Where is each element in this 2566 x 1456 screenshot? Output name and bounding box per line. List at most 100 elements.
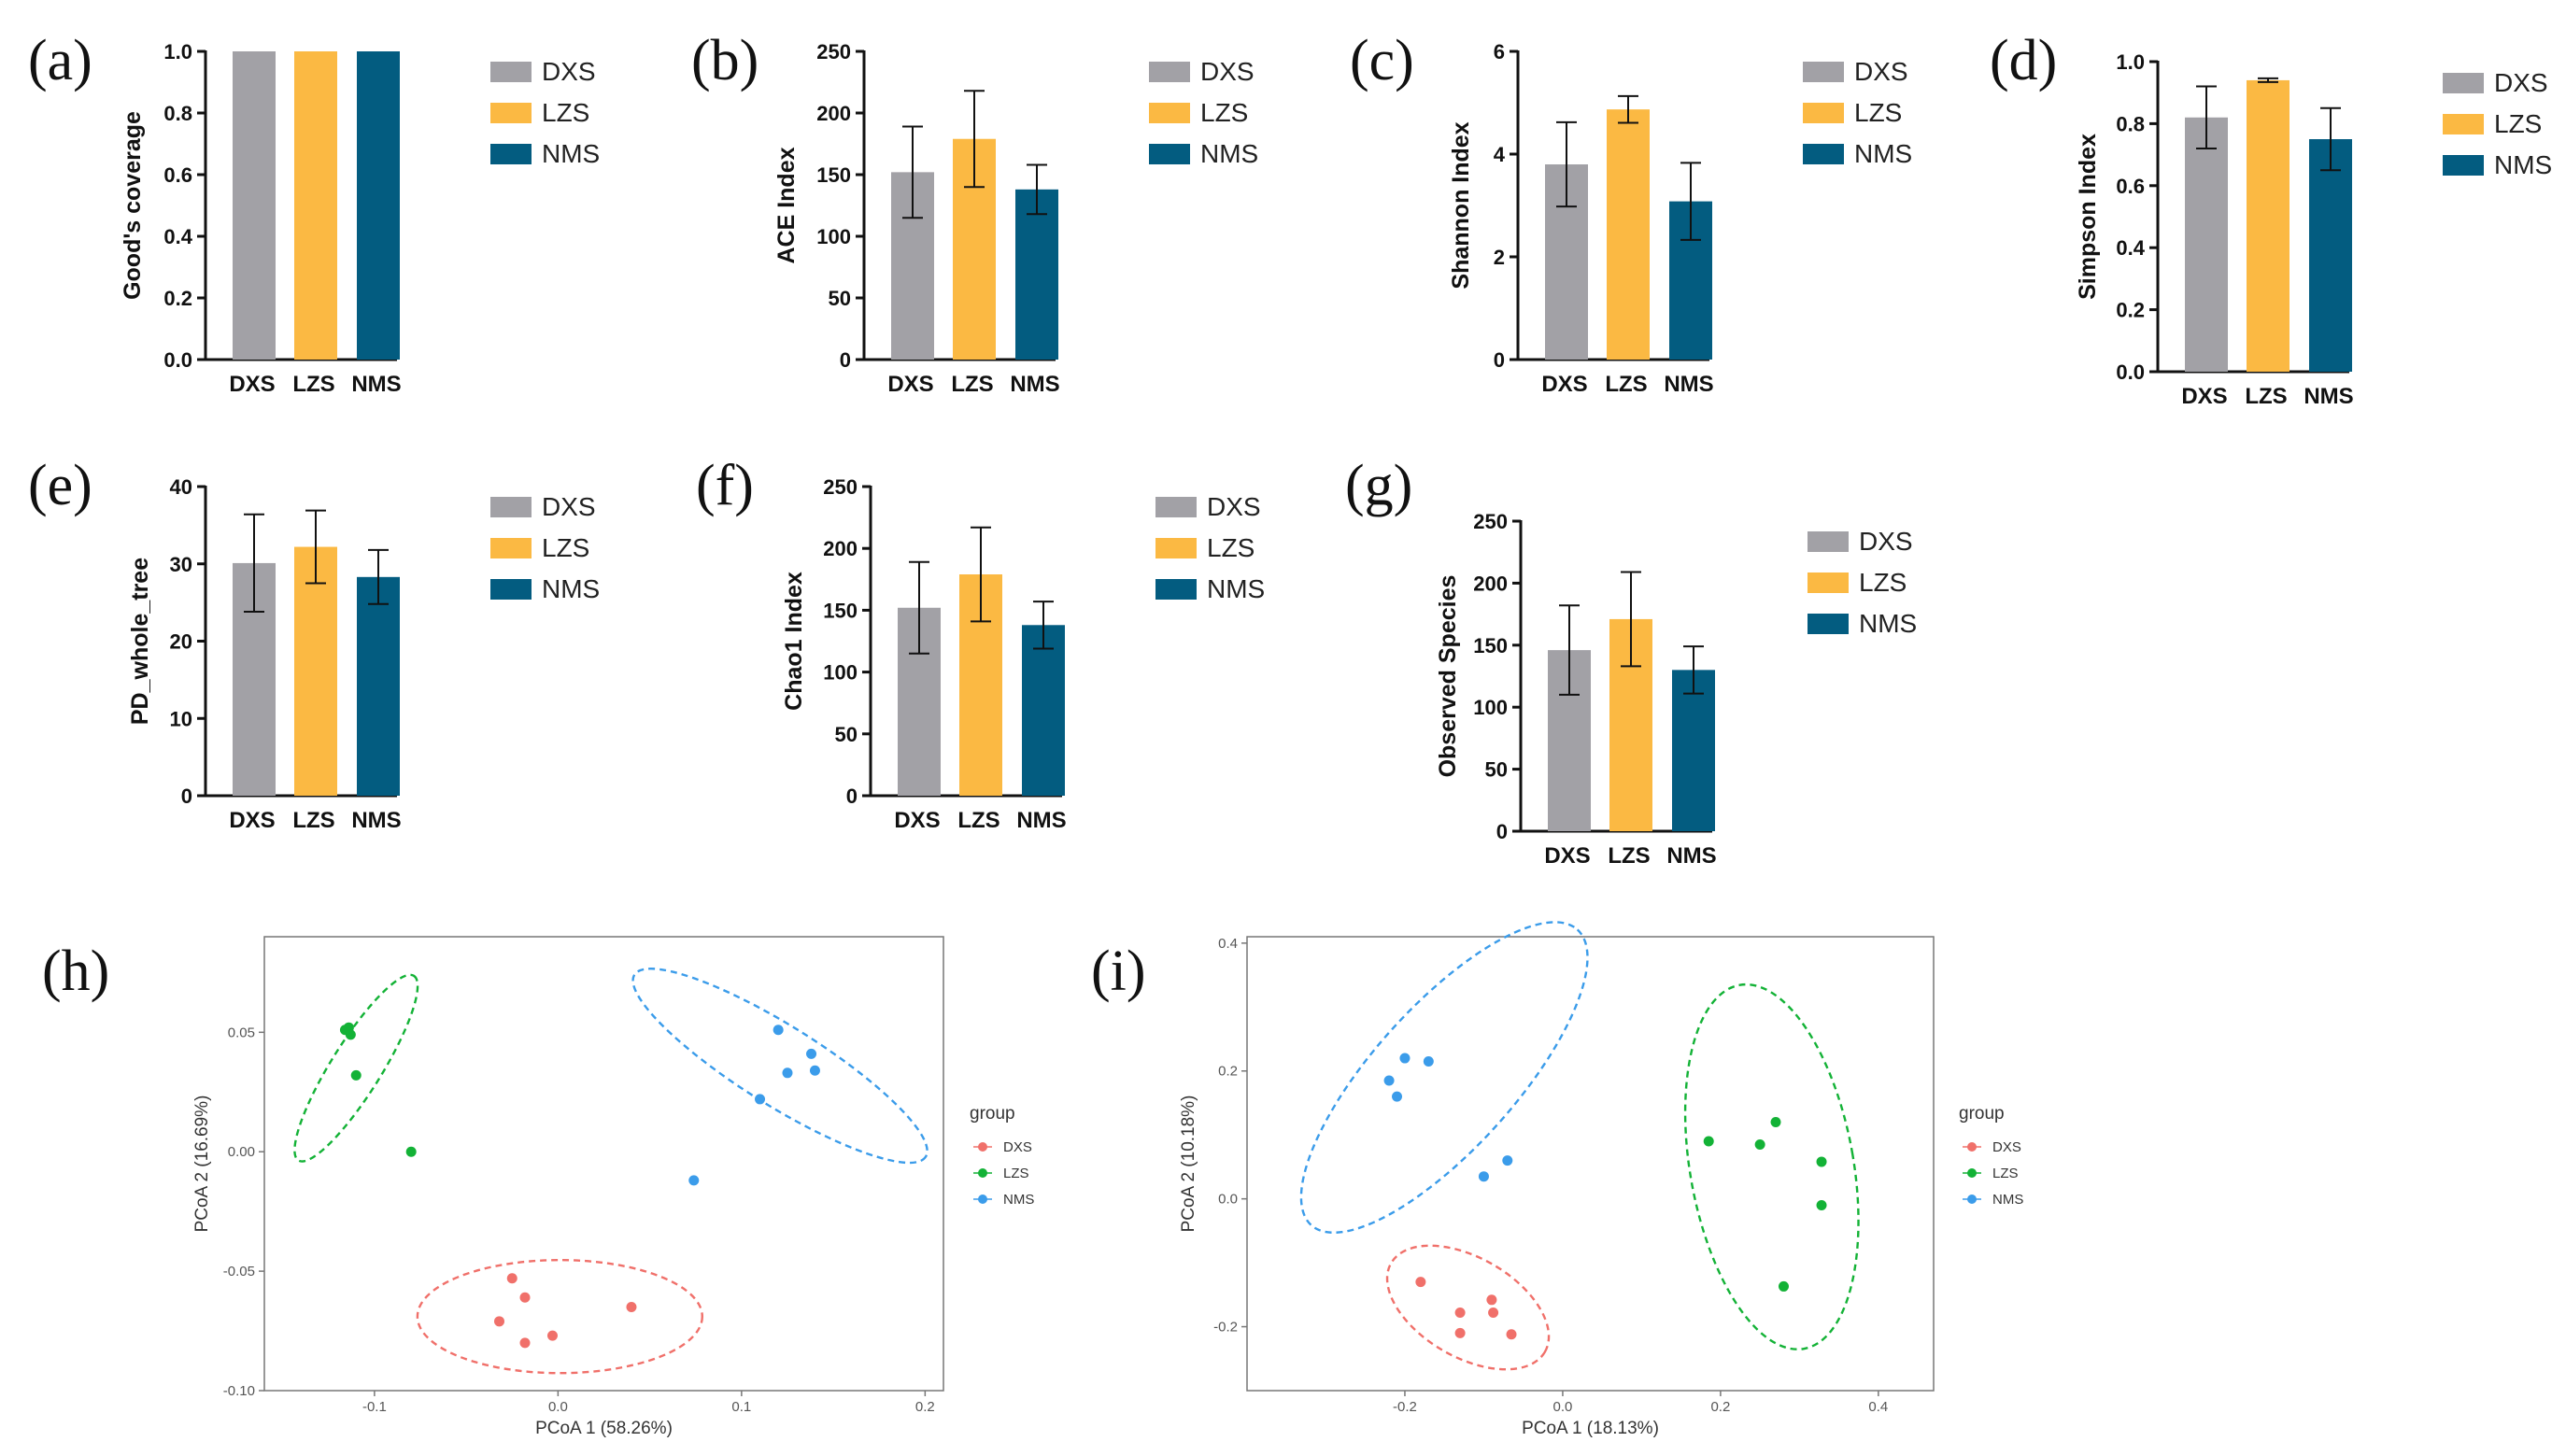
- y-tick-label: 0: [846, 785, 858, 808]
- point-dxs: [507, 1273, 517, 1283]
- legend-label: NMS: [1200, 139, 1258, 168]
- category-label: DXS: [229, 808, 275, 833]
- bar-chart-0: (a) 0.0 0.2 0.4 0.6 0.8 1.0 Good's coverage DXS L…: [28, 29, 600, 397]
- y-tick-label: 0.00: [228, 1144, 255, 1160]
- legend-label: LZS: [542, 533, 589, 562]
- point-nms: [806, 1049, 816, 1059]
- y-tick-label: 250: [816, 40, 851, 64]
- legend-label: DXS: [1992, 1139, 2021, 1155]
- legend-label: LZS: [1854, 98, 1902, 127]
- bar-nms: [2309, 139, 2352, 372]
- y-tick-label: 250: [1473, 510, 1508, 533]
- y-tick-label: 0.2: [163, 287, 192, 310]
- y-tick-label: 0.2: [1218, 1064, 1238, 1080]
- x-tick-label: 0.4: [1868, 1399, 1888, 1415]
- point-dxs: [494, 1316, 504, 1326]
- panel-label: (g): [1345, 454, 1412, 517]
- bar-dxs: [233, 51, 276, 360]
- y-axis-label: Simpson Index: [2075, 134, 2101, 300]
- legend-marker-nms: [1967, 1194, 1977, 1204]
- bar-lzs: [294, 547, 337, 796]
- x-tick-label: 0.1: [731, 1399, 751, 1415]
- legend-swatch-lzs: [1155, 538, 1197, 558]
- legend-marker-dxs: [978, 1142, 987, 1152]
- point-nms: [1384, 1076, 1395, 1086]
- y-tick-label: 0: [1494, 348, 1505, 372]
- y-tick-label: 250: [823, 475, 858, 499]
- point-lzs: [1704, 1137, 1714, 1147]
- panel-label: (c): [1350, 29, 1414, 92]
- plot-frame: [264, 937, 943, 1391]
- point-dxs: [547, 1331, 558, 1341]
- category-label: NMS: [1016, 808, 1066, 833]
- y-tick-label: 200: [823, 537, 858, 560]
- legend-swatch-dxs: [2443, 73, 2484, 93]
- legend-swatch-lzs: [1808, 573, 1849, 593]
- x-tick-label: 0.2: [1710, 1399, 1730, 1415]
- y-axis-label: PD_whole_tree: [127, 558, 153, 725]
- legend-label: NMS: [1992, 1192, 2023, 1208]
- y-tick-label: 2: [1494, 246, 1505, 269]
- legend-swatch-nms: [1803, 144, 1844, 164]
- x-tick-label: 0.0: [548, 1399, 568, 1415]
- point-dxs: [1507, 1329, 1517, 1339]
- bar-chart-6: (g) 0 50 100 150 200 250 Observed Species DXS LZS…: [1345, 454, 1917, 869]
- legend-swatch-dxs: [1149, 62, 1190, 82]
- category-label: DXS: [229, 372, 275, 397]
- legend-label: LZS: [1207, 533, 1255, 562]
- y-tick-label: 0.4: [2116, 236, 2145, 260]
- legend-marker-dxs: [1967, 1142, 1977, 1152]
- legend-marker-lzs: [1967, 1168, 1977, 1178]
- legend-label: NMS: [2494, 150, 2552, 179]
- y-tick-label: 10: [170, 707, 192, 730]
- y-tick-label: 50: [835, 723, 858, 746]
- y-tick-label: 0.8: [163, 102, 192, 125]
- legend-swatch-dxs: [1803, 62, 1844, 82]
- category-label: DXS: [887, 372, 933, 397]
- point-lzs: [1817, 1156, 1827, 1166]
- panel-label: (e): [28, 454, 92, 517]
- y-axis-label: PCoA 2 (10.18%): [1179, 1096, 1198, 1233]
- x-tick-label: 0.0: [1553, 1399, 1573, 1415]
- point-lzs: [406, 1147, 417, 1157]
- category-label: DXS: [1544, 843, 1590, 869]
- y-tick-label: 1.0: [163, 40, 192, 64]
- legend-label: DXS: [2494, 68, 2548, 97]
- bar-dxs: [2185, 118, 2228, 372]
- panel-label: (b): [691, 29, 758, 92]
- ellipse-lzs: [277, 963, 435, 1174]
- bar-chart-1: (b) 0 50 100 150 200 250 ACE Index DXS LZS NMS DXS L…: [691, 29, 1258, 397]
- y-tick-label: 0.6: [2116, 175, 2145, 198]
- y-axis-label: Shannon Index: [1448, 121, 1474, 289]
- panel-label: (i): [1091, 940, 1146, 1003]
- y-tick-label: 150: [823, 599, 858, 622]
- legend-label: DXS: [1003, 1139, 1032, 1155]
- pcoa-plot-0: (h) -0.1 0.0 0.1 0.2 -0.10 -0.05 0.00 0.05 PCoA 1…: [42, 937, 1034, 1438]
- y-tick-label: 0.0: [163, 348, 192, 372]
- legend-label: NMS: [542, 574, 600, 603]
- y-tick-label: 0.4: [163, 225, 192, 248]
- point-lzs: [1817, 1200, 1827, 1210]
- legend-swatch-nms: [490, 579, 532, 600]
- x-axis-label: PCoA 1 (58.26%): [535, 1419, 673, 1438]
- x-tick-label: -0.2: [1393, 1399, 1417, 1415]
- ellipse-nms: [1258, 882, 1630, 1272]
- point-lzs: [1779, 1281, 1789, 1292]
- y-tick-label: 50: [1485, 758, 1508, 782]
- legend-label: DXS: [542, 57, 596, 86]
- y-tick-label: 1.0: [2116, 50, 2145, 74]
- point-dxs: [1455, 1308, 1466, 1318]
- point-lzs: [1755, 1139, 1765, 1150]
- y-tick-label: 100: [816, 225, 851, 248]
- point-nms: [782, 1067, 792, 1078]
- legend-swatch-nms: [1808, 614, 1849, 634]
- bar-nms: [357, 51, 400, 360]
- legend-label: DXS: [1854, 57, 1908, 86]
- category-label: DXS: [1541, 372, 1587, 397]
- category-label: NMS: [1010, 372, 1059, 397]
- ellipse-dxs: [1367, 1220, 1570, 1394]
- bar-lzs: [2247, 80, 2290, 372]
- point-dxs: [520, 1337, 531, 1348]
- category-label: LZS: [292, 808, 334, 833]
- legend-title: group: [970, 1104, 1015, 1124]
